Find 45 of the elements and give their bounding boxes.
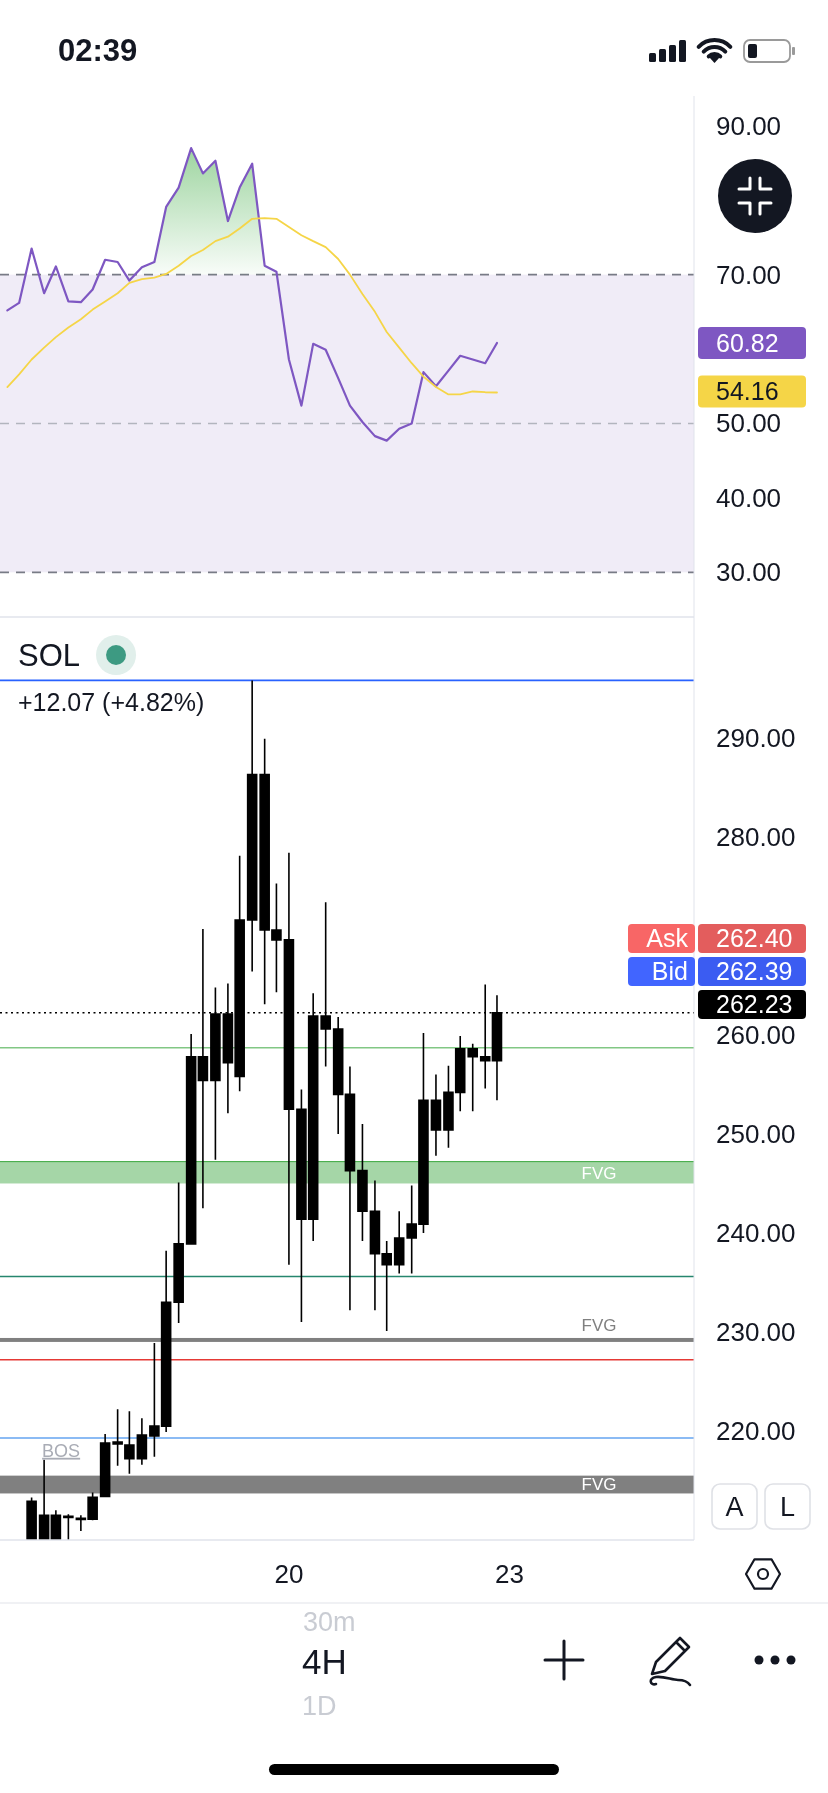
candlestick <box>185 1033 197 1245</box>
y-tick-label: 250.00 <box>716 1118 796 1149</box>
y-tick-label: 290.00 <box>716 722 796 753</box>
band-label: FVG <box>581 1475 617 1495</box>
band-label: FVG <box>581 1316 617 1336</box>
candlestick <box>63 1513 74 1540</box>
text: SOL <box>18 637 81 673</box>
button: A <box>711 1483 758 1530</box>
line-series <box>6 147 499 442</box>
annotation: +12.07 (+4.82%) <box>18 688 205 716</box>
candlestick <box>357 1123 368 1242</box>
y-tick-label: 220.00 <box>716 1416 796 1447</box>
button: L <box>764 1483 811 1530</box>
y-tick-label: 230.00 <box>716 1317 796 1348</box>
candlestick <box>99 1433 111 1498</box>
candlestick <box>38 1458 50 1540</box>
candlestick <box>50 1509 62 1540</box>
candlestick <box>246 679 258 973</box>
text: 60.82 <box>716 328 779 357</box>
y-tick-label: 280.00 <box>716 821 796 852</box>
y-tick-label: 50.00 <box>716 408 782 439</box>
y-tick-label: 30.00 <box>716 557 782 588</box>
candlestick <box>430 1073 442 1157</box>
annotation: Ask 262.40 <box>646 924 793 953</box>
candlestick <box>173 1181 184 1324</box>
annotation: BOS <box>42 1440 81 1461</box>
y-tick-label: 40.00 <box>716 482 782 513</box>
candlestick <box>26 1496 37 1540</box>
y-tick-label: 70.00 <box>716 259 782 290</box>
y-tick-label: 240.00 <box>716 1217 796 1248</box>
band-label: FVG <box>581 1163 617 1183</box>
x-tick-label: 20 <box>274 1559 304 1589</box>
text: 02:39 <box>58 32 138 68</box>
y-tick-label: 90.00 <box>716 110 782 141</box>
x-tick-label: 23 <box>495 1559 524 1589</box>
candlestick <box>332 1016 344 1135</box>
text: 54.16 <box>716 377 779 406</box>
text: 4H <box>302 1641 347 1681</box>
ref-line-label: 262.23 <box>716 990 793 1019</box>
candlestick <box>393 1210 405 1275</box>
y-tick-label: 260.00 <box>716 1019 796 1050</box>
candlestick <box>344 1065 356 1312</box>
annotation: Bid 262.39 <box>651 957 793 986</box>
candlestick <box>136 1417 148 1466</box>
line-series <box>6 217 498 396</box>
